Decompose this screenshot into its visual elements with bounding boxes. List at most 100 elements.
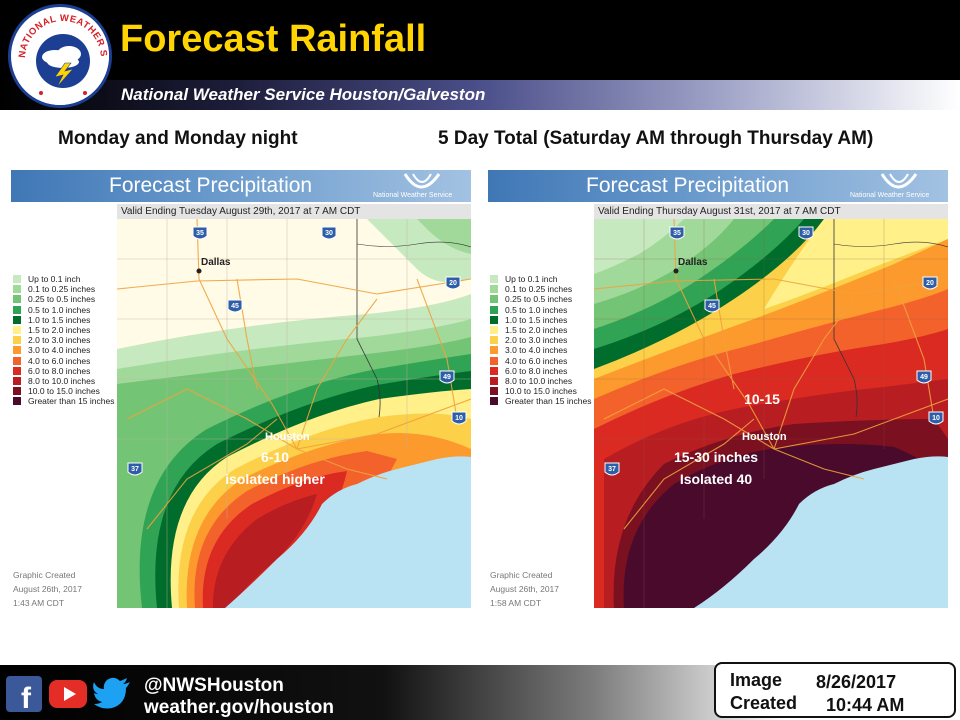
panel-banner bbox=[488, 170, 948, 202]
svg-text:30: 30 bbox=[802, 230, 810, 237]
legend-label: Up to 0.1 inch bbox=[28, 274, 81, 284]
svg-text:49: 49 bbox=[443, 374, 451, 381]
nws-swirl-icon bbox=[403, 173, 441, 189]
legend-swatch bbox=[490, 275, 498, 283]
legend-swatch bbox=[13, 356, 21, 365]
legend-swatch bbox=[490, 305, 498, 314]
legend-label: 6.0 to 8.0 inches bbox=[28, 365, 91, 376]
website-link[interactable]: weather.gov/houston bbox=[144, 697, 335, 718]
svg-text:35: 35 bbox=[196, 230, 204, 237]
created-time: 10:44 AM bbox=[826, 695, 905, 715]
twitter-handle[interactable]: @NWSHouston bbox=[144, 675, 284, 696]
legend-swatch bbox=[13, 387, 21, 396]
legend-swatch bbox=[13, 305, 21, 314]
legend-label: 0.5 to 1.0 inches bbox=[505, 304, 568, 315]
legend-label: 8.0 to 10.0 inches bbox=[505, 375, 573, 386]
right-map-panel: Forecast Precipitation National Weather … bbox=[488, 170, 948, 608]
created-label: Created bbox=[730, 693, 798, 713]
legend-swatch bbox=[490, 346, 498, 355]
legend-label: 4.0 to 6.0 inches bbox=[505, 355, 568, 366]
legend-swatch bbox=[13, 376, 21, 385]
legend-swatch bbox=[13, 336, 21, 345]
legend-label: 1.0 to 1.5 inches bbox=[505, 314, 568, 325]
legend-label: Greater than 15 inches bbox=[505, 396, 592, 407]
annotation-tertiary: Isolated 40 bbox=[680, 471, 753, 487]
svg-text:45: 45 bbox=[231, 303, 239, 310]
legend-swatch bbox=[490, 285, 498, 294]
panel-banner-title: Forecast Precipitation bbox=[586, 174, 790, 197]
legend-swatch bbox=[13, 325, 21, 334]
interstate-shield-icon: 35 30 45 20 49 10 37 bbox=[127, 226, 467, 476]
legend-label: 6.0 to 8.0 inches bbox=[505, 365, 568, 376]
legend-swatch bbox=[13, 285, 21, 294]
panel-banner-title: Forecast Precipitation bbox=[109, 174, 313, 197]
legend-label: 2.0 to 3.0 inches bbox=[28, 335, 91, 346]
svg-text:10: 10 bbox=[932, 415, 940, 422]
annotation-secondary: 15-30 inches bbox=[674, 449, 758, 465]
image-created-box: Image Created 8/26/2017 10:44 AM bbox=[714, 662, 956, 718]
legend-swatch bbox=[490, 376, 498, 385]
legend-swatch bbox=[13, 346, 21, 355]
legend-swatch bbox=[490, 295, 498, 304]
legend-label: 0.1 to 0.25 inches bbox=[28, 284, 96, 295]
youtube-icon[interactable] bbox=[48, 676, 88, 712]
subtitle-bar: National Weather Service Houston/Galvest… bbox=[0, 80, 960, 110]
legend-swatch bbox=[13, 295, 21, 304]
legend-swatch bbox=[490, 325, 498, 334]
legend-swatch bbox=[13, 397, 21, 406]
nws-mark-label: National Weather Service bbox=[373, 192, 453, 199]
rainfall-map: 35 30 45 20 49 10 37 Dallas Houston 10-1… bbox=[594, 219, 948, 608]
panel-banner bbox=[11, 170, 471, 202]
legend-label: 0.25 to 0.5 inches bbox=[505, 294, 573, 305]
legend-swatch bbox=[490, 336, 498, 345]
annotation-secondary: isolated higher bbox=[225, 471, 325, 487]
legend-label: 2.0 to 3.0 inches bbox=[505, 335, 568, 346]
annotation-main: 10-15 bbox=[744, 391, 780, 407]
created-date: 8/26/2017 bbox=[816, 672, 897, 692]
legend-label: 0.5 to 1.0 inches bbox=[28, 304, 91, 315]
page-title: Forecast Rainfall bbox=[120, 18, 427, 60]
legend-label: 0.1 to 0.25 inches bbox=[505, 284, 573, 295]
legend-label: 8.0 to 10.0 inches bbox=[28, 375, 96, 386]
svg-text:49: 49 bbox=[920, 374, 928, 381]
legend-label: 0.25 to 0.5 inches bbox=[28, 294, 96, 305]
nws-swirl-icon bbox=[880, 173, 918, 189]
legend-swatch bbox=[490, 356, 498, 365]
legend-label: 10.0 to 15.0 inches bbox=[28, 386, 100, 397]
legend-label: 1.5 to 2.0 inches bbox=[28, 324, 91, 335]
city-houston: Houston bbox=[742, 431, 787, 443]
office-name: National Weather Service Houston/Galvest… bbox=[121, 85, 486, 104]
annotation-main: 6-10 bbox=[261, 449, 289, 465]
legend-swatch bbox=[13, 275, 21, 283]
legend-swatch bbox=[13, 366, 21, 375]
svg-text:30: 30 bbox=[325, 230, 333, 237]
legend-label: 4.0 to 6.0 inches bbox=[28, 355, 91, 366]
svg-text:37: 37 bbox=[608, 466, 616, 473]
city-houston: Houston bbox=[265, 431, 310, 443]
twitter-icon[interactable] bbox=[92, 676, 132, 712]
right-heading: 5 Day Total (Saturday AM through Thursda… bbox=[438, 128, 874, 149]
legend-label: 10.0 to 15.0 inches bbox=[505, 386, 577, 397]
city-dallas: Dallas bbox=[678, 257, 708, 268]
image-label: Image bbox=[730, 670, 783, 690]
legend-swatch bbox=[490, 366, 498, 375]
legend-label: Up to 0.1 inch bbox=[505, 274, 558, 284]
legend-label: 3.0 to 4.0 inches bbox=[505, 345, 568, 356]
header-bar: Forecast Rainfall bbox=[0, 0, 960, 80]
legend-swatch bbox=[490, 315, 498, 324]
graphic-created: Graphic Created August 26th, 2017 1:58 A… bbox=[490, 570, 560, 608]
nws-logo: NATIONAL WEATHER SERVICE bbox=[8, 4, 112, 108]
svg-text:37: 37 bbox=[131, 466, 139, 473]
city-dallas: Dallas bbox=[201, 257, 231, 268]
svg-text:45: 45 bbox=[708, 303, 716, 310]
svg-text:20: 20 bbox=[449, 280, 457, 287]
left-map-panel: Forecast Precipitation National Weather … bbox=[11, 170, 471, 608]
facebook-icon[interactable]: f bbox=[6, 676, 42, 715]
svg-text:f: f bbox=[21, 682, 32, 712]
rainfall-map: 35 30 45 20 49 10 37 Dallas Houston 6-10… bbox=[117, 219, 471, 608]
left-heading: Monday and Monday night bbox=[58, 128, 298, 149]
graphic-created: Graphic Created August 26th, 2017 1:43 A… bbox=[13, 570, 83, 608]
nws-mark-label: National Weather Service bbox=[850, 192, 930, 199]
interstate-shield-icon: 35 30 45 20 49 10 37 bbox=[604, 226, 944, 476]
legend-swatch bbox=[490, 397, 498, 406]
